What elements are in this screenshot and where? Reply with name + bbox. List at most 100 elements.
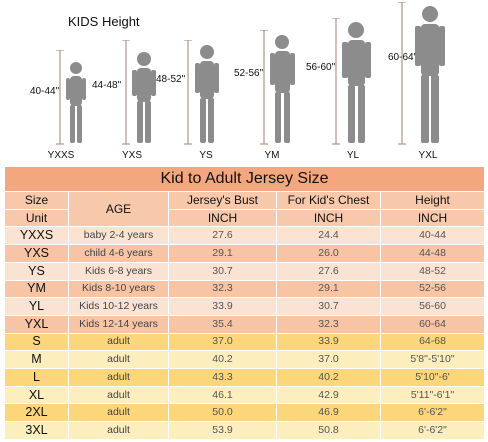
kids-height-title: KIDS Height	[68, 14, 140, 29]
age-cell: adult	[68, 350, 169, 370]
chest-cell: 37.0	[276, 350, 381, 370]
table-title-row: Kid to Adult Jersey Size	[3, 166, 486, 192]
bust-cell: 40.2	[168, 350, 277, 370]
chest-cell: 33.9	[276, 332, 381, 352]
header-size: Size	[4, 190, 69, 210]
size-cell: YXXS	[4, 226, 69, 246]
kids-height-illustration: KIDS Height 40-44" YXXS 44-48" YXS 48-52…	[0, 0, 488, 165]
size-label-ym: YM	[264, 150, 280, 161]
bust-cell: 30.7	[168, 261, 277, 281]
child-silhouette-icon	[260, 30, 295, 145]
bust-cell: 37.0	[168, 332, 277, 352]
header-chest: For Kid's Chest	[276, 190, 381, 210]
child-silhouette-icon	[332, 18, 371, 145]
height-label-yxl: 60-64"	[388, 52, 418, 63]
table-row: YL Kids 10-12 years 33.9 30.7 56-60	[4, 297, 486, 316]
table-body: YXXS baby 2-4 years 27.6 24.4 40-44 YXS child …	[4, 226, 486, 440]
height-label-yl: 56-60"	[306, 62, 336, 73]
chest-cell: 29.1	[276, 279, 381, 299]
age-cell: Kids 10-12 years	[68, 297, 169, 316]
header-height: Height	[379, 190, 486, 210]
height-cell: 40-44	[379, 226, 486, 246]
size-cell: M	[4, 350, 69, 370]
age-cell: Kids 8-10 years	[68, 279, 169, 299]
height-cell: 5'10"-6'	[379, 368, 486, 387]
height-cell: 48-52	[379, 261, 486, 281]
height-cell: 6'-6'2"	[379, 421, 486, 440]
age-cell: adult	[68, 403, 169, 423]
bust-cell: 53.9	[168, 421, 277, 440]
chest-cell: 40.2	[276, 368, 381, 387]
header-bust: Jersey's Bust	[168, 190, 277, 210]
height-label-ym: 52-56"	[234, 68, 264, 79]
child-silhouette-icon	[184, 40, 219, 145]
size-label-ys: YS	[199, 150, 213, 161]
table-row: XL adult 46.1 42.9 5'11"-6'1"	[4, 385, 486, 405]
chest-cell: 27.6	[276, 261, 381, 281]
bust-cell: 27.6	[168, 226, 277, 246]
table-row: YM Kids 8-10 years 32.3 29.1 52-56	[4, 279, 486, 299]
height-cell: 64-68	[379, 332, 486, 352]
table-header-row: Size AGE Jersey's Bust For Kid's Chest H…	[4, 190, 486, 228]
bust-cell: 32.3	[168, 279, 277, 299]
size-cell: YXS	[4, 244, 69, 263]
size-cell: YL	[4, 297, 69, 316]
chest-cell: 50.8	[276, 421, 381, 440]
child-silhouette-icon	[56, 50, 86, 145]
size-cell: 3XL	[4, 421, 69, 440]
height-cell: 52-56	[379, 279, 486, 299]
header-chest-unit: INCH	[276, 208, 381, 228]
bust-cell: 46.1	[168, 385, 277, 405]
size-cell: L	[4, 368, 69, 387]
size-chart-table: Kid to Adult Jersey Size Size AGE Jersey…	[3, 166, 486, 440]
size-cell: XL	[4, 385, 69, 405]
table-row: YXXS baby 2-4 years 27.6 24.4 40-44	[4, 226, 486, 246]
chest-cell: 24.4	[276, 226, 381, 246]
age-cell: Kids 6-8 years	[68, 261, 169, 281]
height-cell: 60-64	[379, 314, 486, 334]
chest-cell: 32.3	[276, 314, 381, 334]
age-cell: baby 2-4 years	[68, 226, 169, 246]
bust-cell: 43.3	[168, 368, 277, 387]
header-unit: Unit	[4, 208, 69, 228]
height-cell: 6'-6'2"	[379, 403, 486, 423]
age-cell: Kids 12-14 years	[68, 314, 169, 334]
table-row: YXS child 4-6 years 29.1 26.0 44-48	[4, 244, 486, 263]
header-age: AGE	[68, 190, 169, 228]
child-silhouette-icon	[398, 2, 445, 145]
chest-cell: 46.9	[276, 403, 381, 423]
age-cell: adult	[68, 368, 169, 387]
bust-cell: 29.1	[168, 244, 277, 263]
age-cell: child 4-6 years	[68, 244, 169, 263]
bust-cell: 35.4	[168, 314, 277, 334]
age-cell: adult	[68, 385, 169, 405]
height-cell: 5'11"-6'1"	[379, 385, 486, 405]
height-label-yxxs: 40-44"	[30, 86, 60, 97]
size-label-yxxs: YXXS	[47, 150, 75, 161]
height-cell: 44-48	[379, 244, 486, 263]
table-row: 3XL adult 53.9 50.8 6'-6'2"	[4, 421, 486, 440]
size-cell: YM	[4, 279, 69, 299]
chest-cell: 30.7	[276, 297, 381, 316]
size-cell: S	[4, 332, 69, 352]
chest-cell: 42.9	[276, 385, 381, 405]
table-unit-row: Unit INCH INCH INCH	[4, 208, 486, 228]
bust-cell: 50.0	[168, 403, 277, 423]
size-cell: 2XL	[4, 403, 69, 423]
header-height-unit: INCH	[379, 208, 486, 228]
size-label-yxl: YXL	[418, 150, 438, 161]
table-row: YXL Kids 12-14 years 35.4 32.3 60-64	[4, 314, 486, 334]
size-cell: YXL	[4, 314, 69, 334]
size-label-yl: YL	[346, 150, 360, 161]
table-row: 2XL adult 50.0 46.9 6'-6'2"	[4, 403, 486, 423]
bust-cell: 33.9	[168, 297, 277, 316]
size-cell: YS	[4, 261, 69, 281]
age-cell: adult	[68, 421, 169, 440]
child-silhouette-icon	[122, 40, 156, 145]
header-bust-unit: INCH	[168, 208, 277, 228]
height-label-ys: 48-52"	[156, 74, 186, 85]
height-label-yxs: 44-48"	[92, 80, 122, 91]
